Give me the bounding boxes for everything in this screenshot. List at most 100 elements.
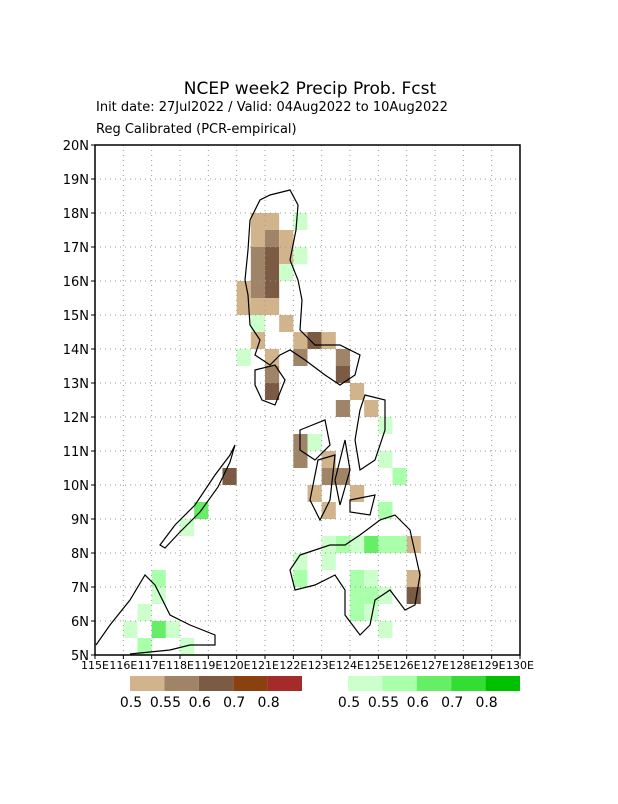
wet-cell: [151, 570, 166, 587]
dry-cell: [335, 349, 350, 366]
dry-legend-swatch: [198, 676, 234, 691]
x-tick-label: 119E: [194, 659, 222, 672]
wet-cell: [293, 247, 308, 264]
dry-cell: [250, 213, 265, 230]
wet-cell: [364, 604, 379, 621]
x-tick-label: 126E: [393, 659, 421, 672]
x-tick-label: 116E: [109, 659, 137, 672]
wet-cell: [392, 536, 407, 553]
wet-cell: [137, 638, 152, 655]
dry-cell: [265, 298, 280, 315]
dry-cell: [250, 264, 265, 281]
coastline: [244, 189, 361, 386]
wet-cell: [165, 621, 180, 638]
wet-cell: [293, 553, 308, 570]
dry-cell: [236, 298, 251, 315]
dry-cell: [321, 502, 336, 519]
dry-cell: [265, 264, 280, 281]
y-tick-label: 11N: [63, 445, 89, 460]
dry-cell: [335, 366, 350, 383]
dry-legend-swatch: [267, 676, 302, 691]
wet-cell: [180, 519, 195, 536]
dry-legend-swatch: [233, 676, 268, 691]
wet-cell: [378, 502, 393, 519]
dry-cell: [279, 230, 294, 247]
wet-legend-label: 0.55: [368, 695, 399, 711]
wet-cell: [364, 570, 379, 587]
cells: [123, 213, 421, 655]
wet-legend-label: 0.5: [338, 695, 360, 711]
y-tick-label: 12N: [63, 411, 89, 426]
wet-legend-swatch: [348, 676, 383, 691]
y-tick-label: 6N: [71, 615, 89, 630]
dry-cell: [250, 332, 265, 349]
dry-cell: [279, 315, 294, 332]
dry-cell: [293, 451, 308, 468]
y-tick-label: 19N: [63, 173, 89, 188]
wet-legend-swatch: [382, 676, 417, 691]
wet-cell: [250, 315, 265, 332]
dry-cell: [293, 332, 308, 349]
y-tick-label: 16N: [63, 275, 89, 290]
coastline: [309, 454, 336, 522]
y-tick-label: 18N: [63, 207, 89, 222]
wet-cell: [279, 264, 294, 281]
coastline: [159, 444, 236, 549]
x-tick-label: 120E: [223, 659, 251, 672]
wet-cell: [378, 536, 393, 553]
dry-legend-label: 0.55: [150, 695, 181, 711]
coastline: [95, 574, 216, 655]
dry-cell: [265, 349, 280, 366]
wet-legend-label: 0.6: [407, 695, 429, 711]
dry-cell: [250, 298, 265, 315]
dry-cell: [406, 570, 421, 587]
dry-cell: [321, 332, 336, 349]
coastline: [349, 494, 376, 516]
dry-cell: [236, 281, 251, 298]
x-tick-label: 130E: [506, 659, 534, 672]
y-tick-label: 17N: [63, 241, 89, 256]
coastline: [334, 439, 351, 506]
y-tick-label: 9N: [71, 513, 89, 528]
method: Reg Calibrated (PCR-empirical): [96, 122, 297, 137]
x-tick-label: 117E: [138, 659, 166, 672]
wet-legend-label: 0.7: [441, 695, 463, 711]
dry-cell: [350, 383, 365, 400]
plot-frame: [94, 144, 521, 656]
dry-legend-swatch: [130, 676, 165, 691]
wet-cell: [293, 213, 308, 230]
wet-cell: [378, 451, 393, 468]
dry-cell: [265, 281, 280, 298]
x-tick-label: 115E: [81, 659, 109, 672]
wet-cell: [321, 536, 336, 553]
y-tick-label: 14N: [63, 343, 89, 358]
x-tick-label: 128E: [449, 659, 477, 672]
wet-cell: [364, 587, 379, 604]
y-tick-label: 5N: [71, 649, 89, 664]
dry-cell: [406, 587, 421, 604]
y-tick-label: 15N: [63, 309, 89, 324]
x-tick-label: 129E: [478, 659, 506, 672]
y-tick-label: 8N: [71, 547, 89, 562]
dry-legend-swatch: [164, 676, 199, 691]
coastline: [289, 514, 421, 636]
dry-cell: [250, 230, 265, 247]
dry-cell: [250, 281, 265, 298]
dry-cell: [265, 230, 280, 247]
wet-cell: [350, 587, 365, 604]
wet-cell: [151, 621, 166, 638]
x-tick-label: 127E: [421, 659, 449, 672]
coastline: [354, 394, 386, 472]
wet-cell: [350, 536, 365, 553]
dry-cell: [265, 383, 280, 400]
x-tick-label: 125E: [364, 659, 392, 672]
wet-cell: [180, 638, 195, 655]
dry-cell: [222, 468, 237, 485]
wet-legend-label: 0.8: [475, 695, 497, 711]
wet-cell: [236, 349, 251, 366]
wet-cell: [293, 570, 308, 587]
x-tick-label: 123E: [308, 659, 336, 672]
wet-legend-swatch: [451, 676, 486, 691]
